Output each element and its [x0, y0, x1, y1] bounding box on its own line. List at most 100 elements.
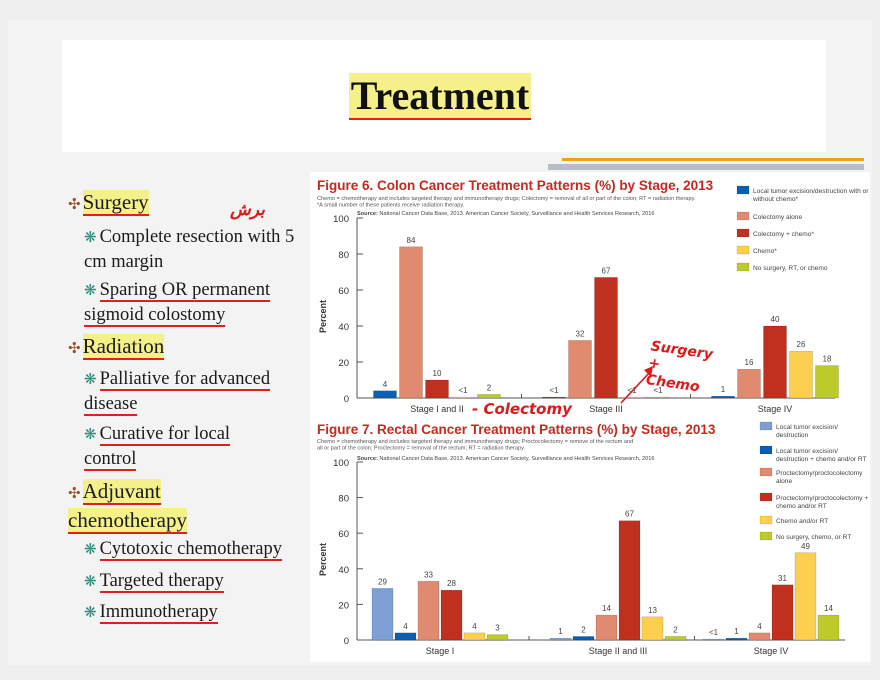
heading-surgery: ✣Surgery	[68, 190, 149, 216]
y-axis-label: Percent	[318, 300, 328, 333]
data-label: 49	[801, 542, 810, 551]
x-tick-label: Stage IV	[754, 646, 789, 656]
asterisk-bullet-icon: ❋	[84, 372, 97, 388]
heading-adjuvant: ✣Adjuvant chemotherapy	[68, 479, 187, 534]
bar	[425, 379, 449, 399]
bullet-item: ❋ Complete resection with 5 cm margin	[84, 227, 295, 272]
data-label: 13	[648, 606, 657, 615]
bar	[417, 581, 440, 641]
slide-title: Treatment	[348, 73, 532, 120]
bar	[394, 632, 417, 641]
x-tick-label: Stage I	[426, 646, 455, 656]
asterisk-bullet-icon: ❋	[84, 574, 97, 590]
bar	[737, 368, 761, 399]
bar	[477, 394, 501, 399]
bar	[549, 637, 572, 641]
bar	[711, 395, 735, 399]
bar	[618, 520, 641, 641]
legend-swatch	[736, 211, 750, 221]
y-tick-label: 100	[333, 458, 349, 469]
legend-label: alone	[776, 478, 792, 485]
legend-swatch	[759, 467, 773, 477]
bullet-item: ❋ Immunotherapy	[84, 602, 218, 624]
x-tick-label: Stage III	[589, 404, 623, 414]
handwritten-annotation: Surgery + Chemo	[644, 338, 714, 396]
bar	[399, 246, 423, 399]
data-label: 18	[823, 355, 832, 364]
data-label: 4	[757, 622, 762, 631]
data-label: 3	[495, 624, 500, 633]
y-tick-label: 20	[338, 358, 349, 369]
data-label: 40	[771, 315, 780, 324]
bar	[725, 637, 748, 641]
chart-subtitle: Chemo = chemotherapy and includes target…	[317, 196, 696, 202]
data-label: 33	[424, 570, 433, 579]
data-label: 14	[602, 604, 611, 613]
legend-swatch	[736, 262, 750, 272]
legend-label: destruction	[776, 432, 809, 439]
data-label: 1	[721, 385, 726, 394]
y-tick-label: 40	[338, 322, 349, 333]
legend-swatch	[736, 228, 750, 238]
legend-swatch	[759, 515, 773, 525]
legend-swatch	[736, 185, 750, 195]
asterisk-bullet-icon: ❋	[84, 605, 97, 621]
data-label: 26	[797, 340, 806, 349]
bar	[646, 396, 670, 399]
bar	[486, 634, 509, 641]
legend-label: Chemo*	[753, 248, 777, 255]
heading-radiation: ✣Radiation	[68, 334, 165, 360]
bar	[620, 396, 644, 399]
legend-label: Colectomy alone	[753, 214, 802, 221]
data-label: 2	[487, 383, 492, 392]
bar	[815, 365, 839, 399]
legend-swatch	[759, 445, 773, 455]
asterisk-bullet-icon: ❋	[84, 230, 97, 246]
bar	[451, 396, 475, 399]
bar	[373, 390, 397, 399]
data-label: 4	[472, 622, 477, 631]
legend-swatch	[759, 492, 773, 502]
data-label: 28	[447, 579, 456, 588]
bar	[594, 277, 618, 399]
accent-rule	[562, 158, 864, 161]
bar	[702, 638, 725, 641]
chart-subtitle: all or part of the colon; Proctectomy = …	[317, 446, 525, 452]
data-label: 4	[383, 380, 388, 389]
asterisk-bullet-icon: ❋	[84, 542, 97, 558]
data-label: 1	[558, 627, 563, 636]
handwritten-annotation: - Colectomy	[472, 400, 572, 418]
bar	[817, 614, 840, 641]
bullet-item: ❋ Targeted therapy	[84, 571, 224, 593]
asterisk-bullet-icon: ❋	[84, 283, 97, 299]
data-label: 2	[673, 625, 678, 634]
chart-footnote: *A small number of these patients receiv…	[317, 203, 465, 209]
y-tick-label: 80	[338, 250, 349, 261]
legend-label: Colectomy + chemo*	[753, 231, 814, 238]
data-label: 1	[734, 627, 739, 636]
data-label: 14	[824, 604, 833, 613]
arrowhead-icon	[644, 366, 653, 377]
bar	[463, 632, 486, 641]
data-label: <1	[458, 386, 468, 395]
bullet-item: ❋ Palliative for advanced disease	[84, 369, 271, 416]
chart-source: Source: National Cancer Data Base, 2013.…	[357, 456, 654, 462]
bullet-icon: ✣	[68, 486, 81, 502]
bar	[771, 584, 794, 641]
x-tick-label: Stage II and III	[589, 646, 648, 656]
chart-title: Figure 6. Colon Cancer Treatment Pattern…	[317, 178, 714, 193]
legend-swatch	[759, 421, 773, 431]
bar	[664, 636, 687, 641]
bullet-icon: ✣	[68, 341, 81, 357]
data-label: 67	[625, 510, 634, 519]
bullet-item: ❋ Cytotoxic chemotherapy	[84, 539, 282, 561]
x-tick-label: Stage I and II	[410, 404, 464, 414]
legend-label: Chemo and/or RT	[776, 518, 828, 525]
bar	[794, 552, 817, 641]
bar	[440, 589, 463, 641]
legend-label: Local tumor excision/	[776, 448, 838, 455]
data-label: 16	[745, 358, 754, 367]
bar	[763, 325, 787, 399]
bar	[572, 636, 595, 641]
